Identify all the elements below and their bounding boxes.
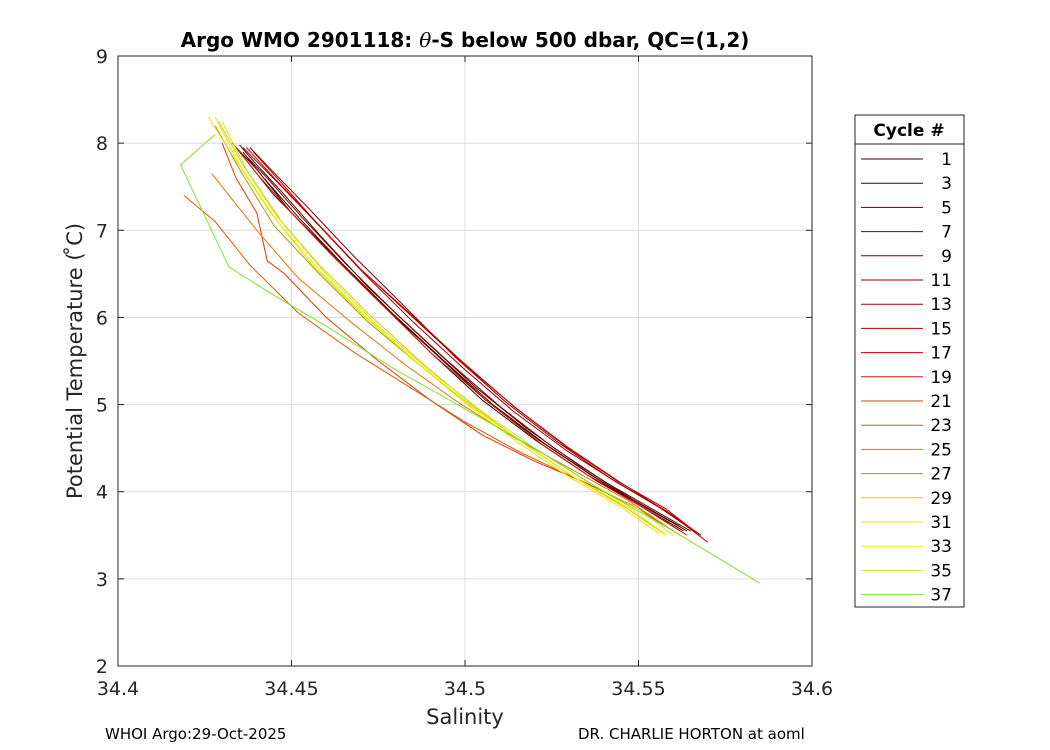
legend-label-cycle-25: 25 [930, 440, 952, 460]
legend-label-cycle-19: 19 [930, 368, 952, 388]
legend-label-cycle-17: 17 [930, 344, 952, 364]
legend-label-cycle-27: 27 [930, 465, 952, 485]
series-line-cycle-3 [235, 147, 681, 532]
series-line-cycle-11 [249, 147, 695, 532]
y-tick-label: 7 [96, 220, 108, 242]
legend-label-cycle-1: 1 [941, 150, 952, 170]
legend-label-cycle-5: 5 [941, 198, 952, 218]
series-line-cycle-33 [214, 116, 667, 536]
legend-label-cycle-21: 21 [930, 392, 952, 412]
x-tick-label: 34.55 [611, 678, 665, 700]
legend-label-cycle-37: 37 [930, 586, 952, 606]
legend-label-cycle-11: 11 [930, 271, 952, 291]
x-tick-label: 34.5 [444, 678, 486, 700]
legend-box [854, 114, 965, 608]
y-tick-label: 9 [96, 46, 108, 68]
series-line-cycle-5 [242, 151, 688, 532]
series-line-cycle-1 [232, 142, 684, 532]
x-tick-label: 34.4 [97, 678, 139, 700]
series-line-cycle-15 [252, 151, 698, 534]
y-tick-label: 2 [96, 656, 108, 678]
footer-operator: DR. CHARLIE HORTON at aoml [578, 725, 805, 743]
legend-label-cycle-7: 7 [941, 223, 952, 243]
legend-label-cycle-31: 31 [930, 513, 952, 533]
legend-label-cycle-3: 3 [941, 174, 952, 194]
series-lines [180, 116, 761, 584]
series-line-cycle-37 [180, 134, 761, 584]
y-tick-label: 3 [96, 569, 108, 591]
axis-ticks: 34.4 34.45 34.5 34.55 34.6 2 3 4 5 6 7 8 9 [96, 46, 833, 700]
x-tick-label: 34.45 [264, 678, 318, 700]
legend-label-cycle-33: 33 [930, 537, 952, 557]
grid [118, 56, 812, 666]
series-line-cycle-29 [218, 121, 667, 536]
series-line-cycle-35 [221, 121, 674, 536]
series-line-cycle-19 [232, 142, 688, 536]
footer-source: WHOI Argo:29-Oct-2025 [105, 725, 287, 743]
y-axis-label: Potential Temperature ( ̊C) [63, 223, 87, 499]
legend: Cycle # 13579111315171921232527293133353… [854, 114, 965, 608]
legend-label-cycle-23: 23 [930, 416, 952, 436]
y-tick-label: 6 [96, 307, 108, 329]
x-axis-label: Salinity [426, 705, 504, 729]
legend-label-cycle-35: 35 [930, 561, 952, 581]
y-tick-label: 8 [96, 133, 108, 155]
legend-title: Cycle # [873, 121, 944, 141]
series-line-cycle-17 [246, 147, 709, 543]
legend-label-cycle-13: 13 [930, 295, 952, 315]
legend-label-cycle-29: 29 [930, 489, 952, 509]
y-tick-label: 5 [96, 395, 108, 417]
x-tick-label: 34.6 [791, 678, 833, 700]
series-line-cycle-7 [239, 144, 681, 528]
y-tick-label: 4 [96, 482, 108, 504]
series-line-cycle-13 [242, 147, 702, 536]
legend-label-cycle-9: 9 [941, 247, 952, 267]
series-line-cycle-23 [183, 195, 674, 532]
series-line-cycle-25 [211, 173, 674, 532]
series-line-cycle-9 [246, 155, 691, 532]
legend-label-cycle-15: 15 [930, 319, 952, 339]
chart-title: Argo WMO 2901118: θ-S below 500 dbar, QC… [181, 28, 750, 52]
